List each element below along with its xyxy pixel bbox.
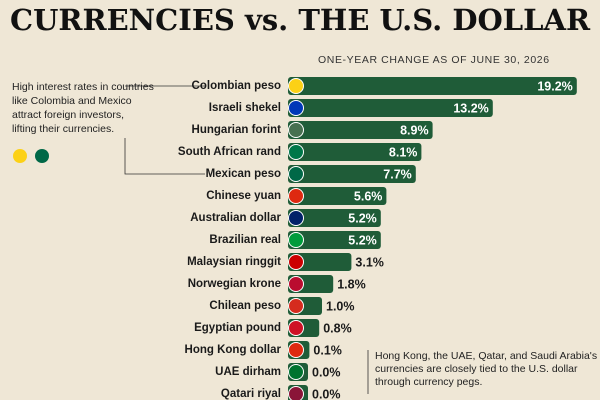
value-label: 0.0% <box>312 387 341 400</box>
flag-icon <box>288 254 304 270</box>
flag-icon <box>288 364 304 380</box>
category-label: Malaysian ringgit <box>187 256 281 268</box>
bar <box>288 165 416 183</box>
annotation: through currency pegs. <box>375 376 482 388</box>
value-label: 0.0% <box>312 365 341 379</box>
leader-line <box>124 138 205 175</box>
category-label: Colombian peso <box>192 80 281 92</box>
bar <box>288 77 577 95</box>
flag-icon <box>288 188 304 204</box>
annotation: lifting their currencies. <box>12 123 114 135</box>
category-label: Brazilian real <box>209 234 281 246</box>
bar <box>288 253 352 271</box>
flag-icon <box>288 122 304 138</box>
annotation: like Colombia and Mexico <box>12 95 132 107</box>
bar <box>288 99 493 117</box>
flag-icon <box>13 149 27 163</box>
value-label: 8.9% <box>400 123 429 137</box>
category-label: Norwegian krone <box>188 278 281 290</box>
bar <box>288 121 433 139</box>
category-label: Egyptian pound <box>194 322 281 334</box>
flag-icon <box>288 144 304 160</box>
value-label: 1.0% <box>326 299 355 313</box>
category-label: Hungarian forint <box>192 124 282 136</box>
category-label: Hong Kong dollar <box>185 344 282 356</box>
flag-icon <box>288 100 304 116</box>
annotation: currencies are closely tied to the U.S. … <box>375 363 578 375</box>
value-label: 5.2% <box>348 233 377 247</box>
bar <box>288 209 381 227</box>
chart-subtitle: ONE-YEAR CHANGE AS OF JUNE 30, 2026 <box>318 54 550 66</box>
flag-icon <box>288 276 304 292</box>
value-label: 1.8% <box>337 277 366 291</box>
annotation: High interest rates in countries <box>12 81 154 93</box>
category-label: Israeli shekel <box>209 102 281 114</box>
value-label: 5.6% <box>354 189 383 203</box>
category-label: South African rand <box>178 146 281 158</box>
value-label: 5.2% <box>348 211 377 225</box>
category-label: Chinese yuan <box>206 190 281 202</box>
bar <box>288 231 381 249</box>
value-label: 0.8% <box>323 321 352 335</box>
chart-title: CURRENCIES vs. THE U.S. DOLLAR <box>10 3 591 37</box>
bar <box>288 143 422 161</box>
value-label: 7.7% <box>383 167 412 181</box>
flag-icon <box>288 320 304 336</box>
flag-icon <box>288 342 304 358</box>
flag-icon <box>288 232 304 248</box>
category-label: Mexican peso <box>206 168 281 180</box>
annotation: Hong Kong, the UAE, Qatar, and Saudi Ara… <box>375 350 597 362</box>
bar <box>288 187 387 205</box>
flag-icon <box>288 298 304 314</box>
value-label: 0.1% <box>313 343 342 357</box>
value-label: 13.2% <box>453 101 488 115</box>
category-label: Australian dollar <box>190 212 281 224</box>
flag-icon <box>35 149 49 163</box>
category-label: Qatari riyal <box>221 388 281 400</box>
flag-icon <box>288 386 304 400</box>
value-label: 3.1% <box>355 255 384 269</box>
flag-icon <box>288 166 304 182</box>
annotation: attract foreign investors, <box>12 109 124 121</box>
flag-icon <box>288 210 304 226</box>
category-label: UAE dirham <box>215 366 281 378</box>
category-label: Chilean peso <box>209 300 281 312</box>
value-label: 8.1% <box>389 145 418 159</box>
value-label: 19.2% <box>537 79 572 93</box>
flag-icon <box>288 78 304 94</box>
